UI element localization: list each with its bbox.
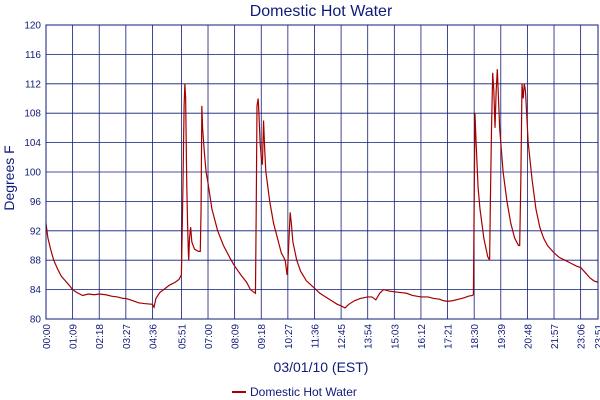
x-tick-label: 00:00 xyxy=(42,324,53,349)
x-tick-label: 18:30 xyxy=(470,324,481,349)
chart-title: Domestic Hot Water xyxy=(250,3,393,20)
x-tick-label: 10:27 xyxy=(284,324,295,349)
x-tick-label: 17:21 xyxy=(444,324,455,349)
x-tick-label: 02:18 xyxy=(95,324,106,349)
legend-label: Domestic Hot Water xyxy=(250,385,357,399)
y-axis-label: Degrees F xyxy=(1,145,17,210)
x-tick-label: 23:51 xyxy=(594,324,600,349)
y-tick-label: 92 xyxy=(30,226,42,237)
x-tick-label: 19:39 xyxy=(497,324,508,349)
y-tick-label: 120 xyxy=(24,21,41,32)
y-tick-label: 112 xyxy=(25,79,41,90)
y-tick-labels: 80 84 88 92 96 100 104 108 112 116 120 xyxy=(24,21,41,326)
series-line xyxy=(45,69,599,309)
x-tick-label: 05:51 xyxy=(177,324,188,349)
x-tick-label: 09:18 xyxy=(257,324,268,349)
y-tick-label: 116 xyxy=(25,50,41,61)
y-tick-label: 108 xyxy=(24,109,41,120)
x-tick-label: 23:06 xyxy=(577,324,588,349)
y-tick-label: 100 xyxy=(24,168,41,179)
x-tick-label: 15:03 xyxy=(390,324,401,349)
y-tick-label: 88 xyxy=(30,256,42,267)
plot-border xyxy=(45,24,599,320)
y-tick-label: 104 xyxy=(24,138,41,149)
x-tick-label: 21:57 xyxy=(550,324,561,349)
x-tick-label: 08:09 xyxy=(231,324,242,349)
x-tick-label: 01:09 xyxy=(69,324,80,349)
y-tick-label: 96 xyxy=(30,197,42,208)
x-tick-label: 13:54 xyxy=(364,324,375,349)
y-tick-label: 80 xyxy=(30,315,42,326)
x-tick-labels: 00:00 01:09 02:18 03:27 04:36 05:51 07:00 08:09… xyxy=(42,324,600,349)
x-tick-label: 03:27 xyxy=(122,324,133,349)
x-tick-label: 04:36 xyxy=(148,324,159,349)
x-tick-label: 12:45 xyxy=(337,324,348,349)
x-tick-label: 20:48 xyxy=(523,324,534,349)
x-axis-label: 03/01/10 (EST) xyxy=(274,359,369,375)
y-tick-label: 84 xyxy=(30,285,42,296)
x-tick-label: 07:00 xyxy=(204,324,215,349)
x-tick-label: 11:36 xyxy=(310,324,321,349)
x-tick-label: 16:12 xyxy=(417,324,428,349)
